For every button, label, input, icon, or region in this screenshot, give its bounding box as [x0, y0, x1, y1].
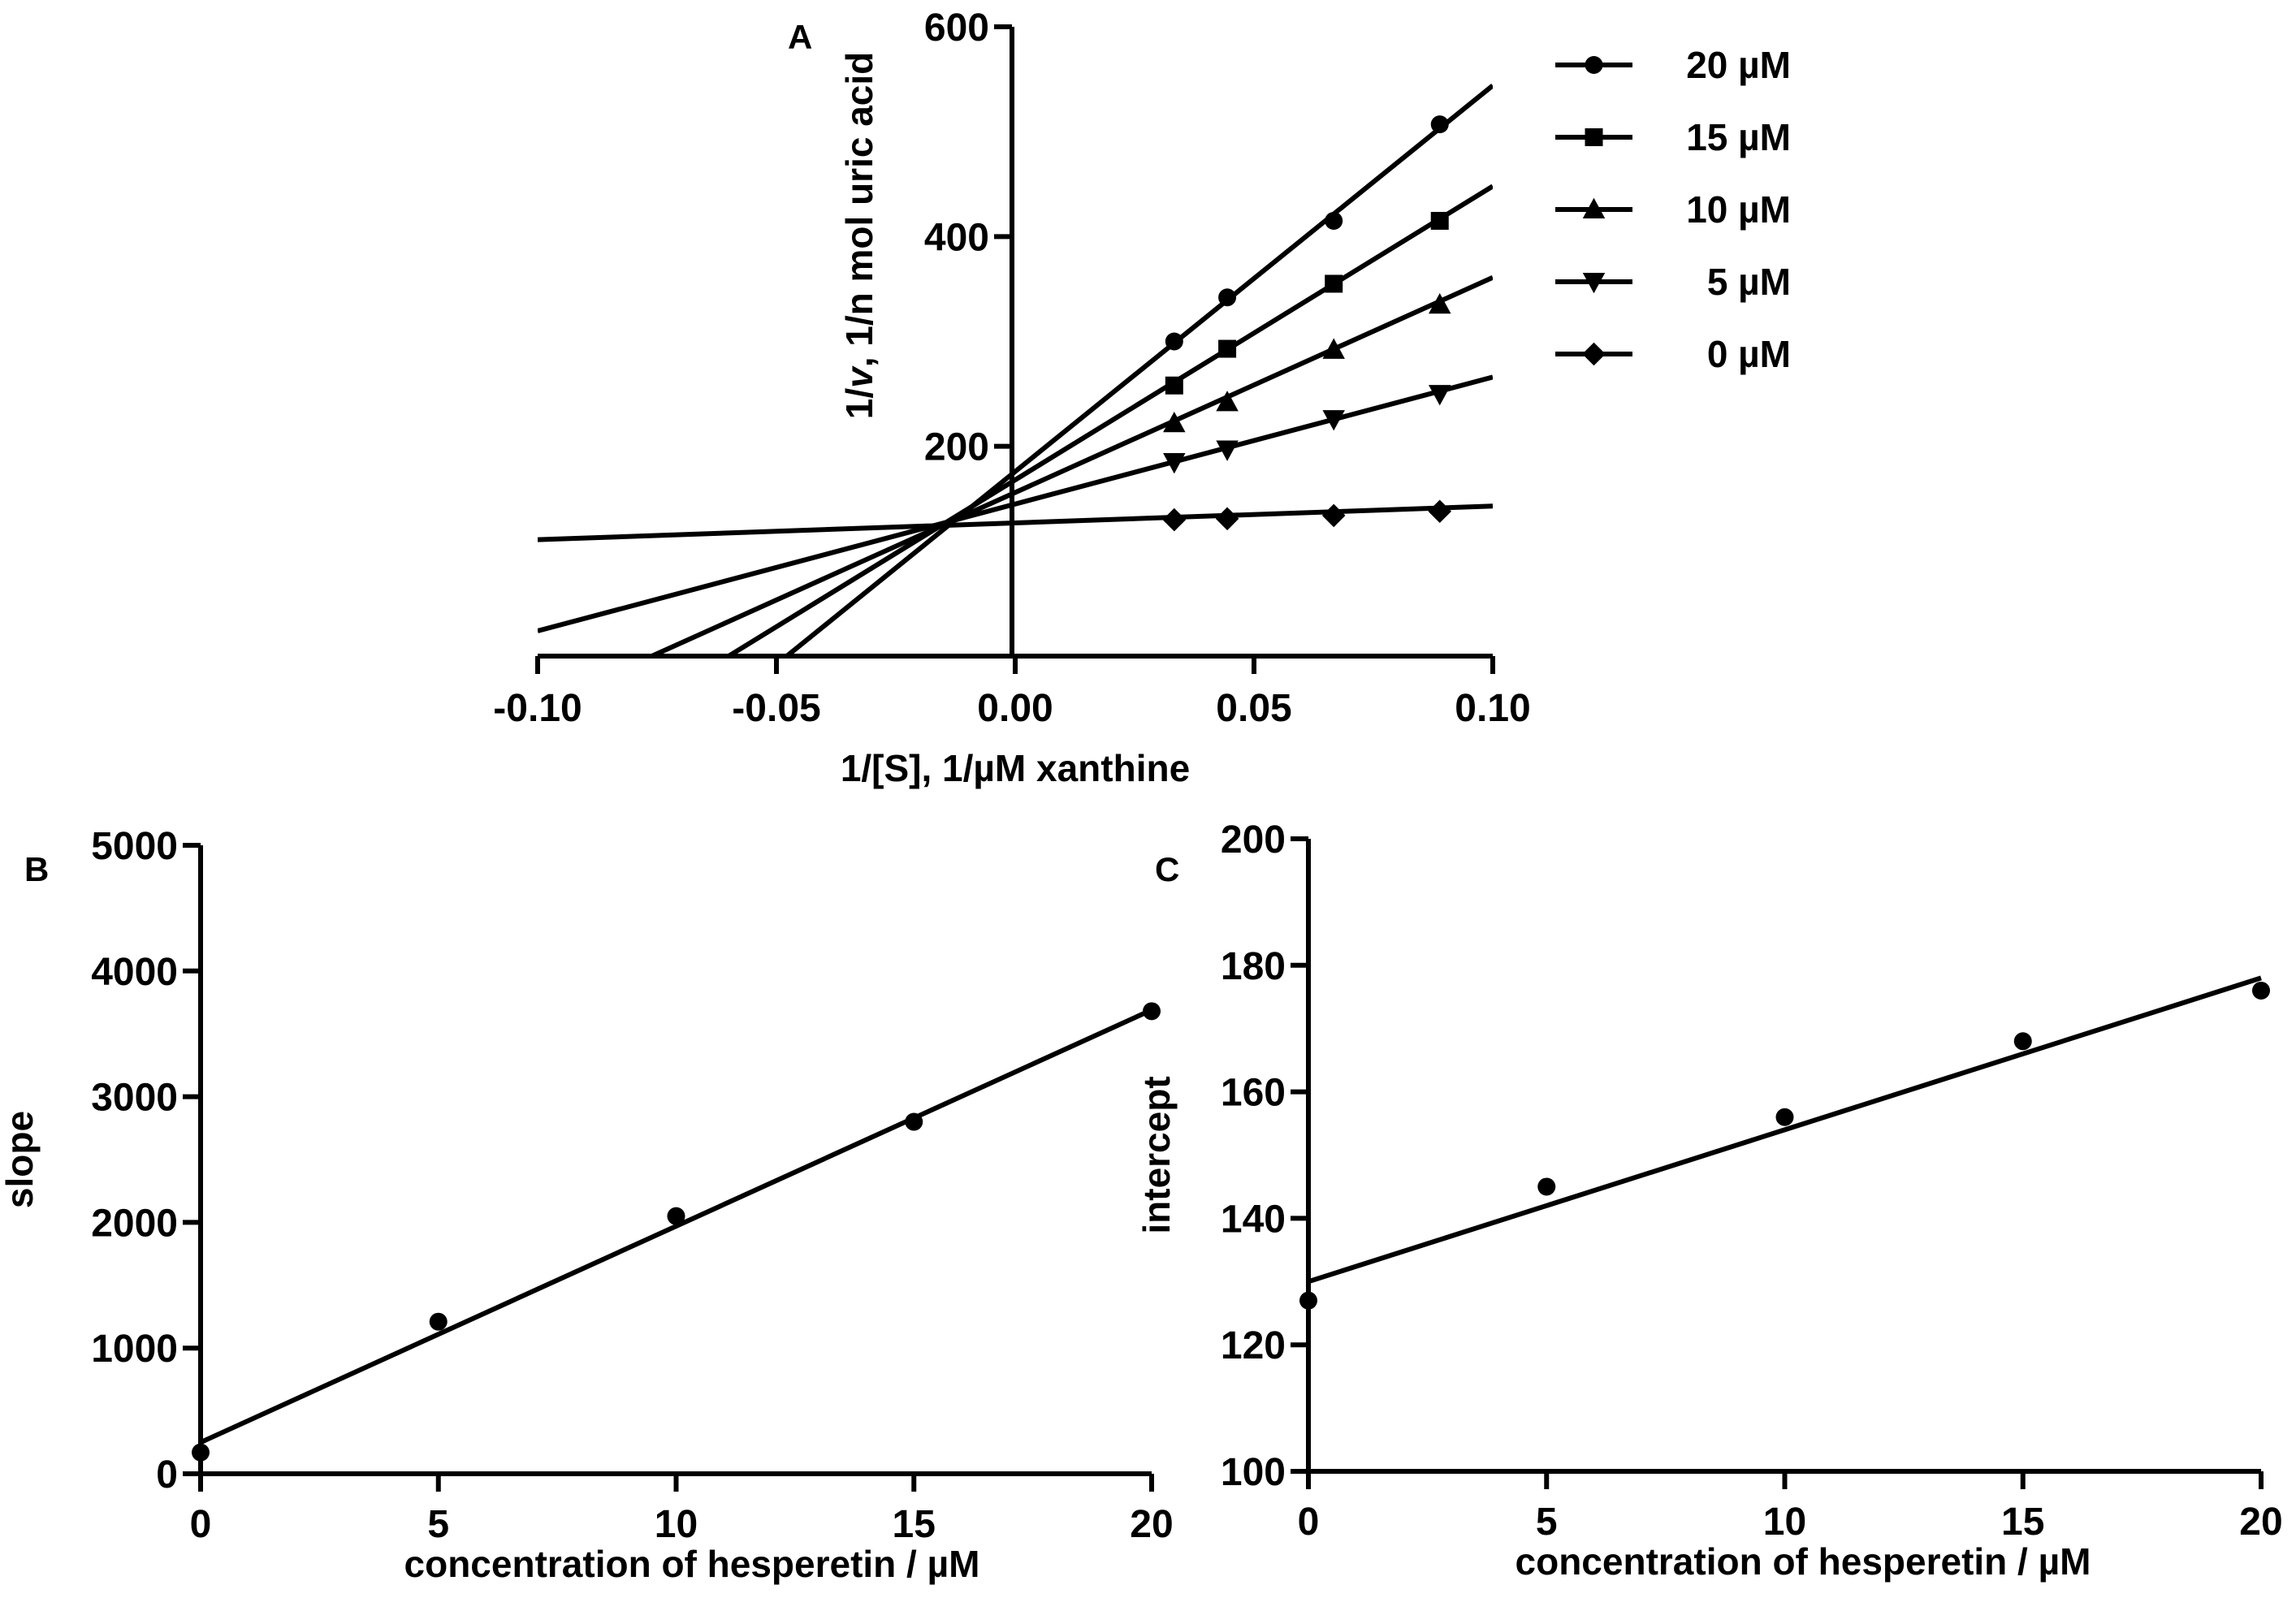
x-tick-label: 5 [1536, 1501, 1558, 1544]
x-tick-label: 20 [2239, 1501, 2282, 1544]
y-tick-label: 140 [1221, 1198, 1286, 1241]
data-point [1428, 385, 1451, 406]
y-axis-label: slope [0, 1111, 41, 1208]
y-tick-label: 160 [1221, 1072, 1286, 1115]
data-point [1215, 507, 1239, 531]
x-tick-label: 0 [1298, 1501, 1320, 1544]
y-axis-label-part: 1/ [838, 388, 880, 420]
panel-a: -0.10 -0.05 0.00 0.05 0.10 200 400 600 1/[S], 1/… [493, 6, 1791, 789]
y-tick-label: 5000 [91, 825, 178, 868]
data-point [1163, 411, 1186, 433]
y-tick-label: 100 [1221, 1451, 1286, 1494]
panel-b: 0 5 10 15 20 0 1000 2000 3000 4000 5000 concentrati… [0, 825, 1174, 1585]
data-point [1322, 338, 1345, 359]
legend-label: 15 µM [1686, 116, 1791, 158]
data-point [1428, 292, 1451, 314]
y-axis-label-part: , 1/n mol uric acid [838, 52, 880, 368]
panel-label-b: B [24, 850, 49, 888]
y-axis-label-part: v [838, 365, 880, 388]
data-point [905, 1112, 923, 1131]
data-point [1165, 376, 1183, 395]
y-axis-label: 1/v, 1/n mol uric acid [838, 52, 880, 420]
data-point [1299, 1291, 1317, 1310]
data-point [1430, 115, 1449, 134]
data-point [2013, 1032, 2032, 1051]
x-tick-label: 0.10 [1455, 687, 1530, 730]
fit-line [783, 84, 1493, 656]
legend-marker [1585, 56, 1603, 74]
data-point [192, 1443, 210, 1462]
legend-marker [1585, 128, 1603, 146]
data-point [1163, 453, 1186, 474]
data-point [1537, 1177, 1556, 1196]
fit-line [724, 184, 1493, 656]
x-tick-label: -0.10 [493, 687, 582, 730]
y-axis-label: intercept [1135, 1076, 1178, 1233]
x-tick-label: 10 [1763, 1501, 1806, 1544]
data-point [1321, 503, 1346, 528]
x-tick-label: 5 [427, 1503, 449, 1546]
y-tick-label: 0 [156, 1453, 178, 1497]
data-point [1143, 1002, 1161, 1021]
data-point [1428, 499, 1452, 524]
y-tick-label: 120 [1221, 1324, 1286, 1367]
y-tick-label: 1000 [91, 1328, 178, 1371]
fit-line [646, 274, 1493, 656]
legend-marker [1582, 197, 1606, 218]
x-tick-label: 0.05 [1216, 687, 1291, 730]
panel-label-a: A [788, 18, 812, 56]
data-point [1325, 211, 1343, 230]
data-point [1322, 410, 1345, 431]
y-tick-label: 4000 [91, 951, 178, 994]
y-tick-label: 200 [1221, 818, 1286, 862]
x-axis-label: concentration of hesperetin / µM [404, 1543, 980, 1585]
data-point [1325, 274, 1343, 293]
legend-label: 10 µM [1686, 188, 1791, 231]
y-tick-label: 3000 [91, 1077, 178, 1120]
x-tick-label: 10 [655, 1503, 698, 1546]
x-axis-label: concentration of hesperetin / µM [1516, 1540, 2091, 1583]
legend-marker [1582, 273, 1606, 294]
data-point [1216, 440, 1239, 461]
x-tick-label: 0.00 [977, 687, 1053, 730]
data-point [1165, 332, 1183, 351]
fit-line [538, 374, 1493, 633]
fit-line [199, 1008, 1153, 1445]
x-axis-label: 1/[S], 1/µM xanthine [841, 747, 1190, 789]
panel-c: 0 5 10 15 20 100 120 140 160 180 200 concentration … [1135, 818, 2283, 1583]
legend-marker [1582, 342, 1606, 366]
x-tick-label: 15 [2001, 1501, 2044, 1544]
x-tick-label: -0.05 [732, 687, 820, 730]
y-tick-label: 180 [1221, 945, 1286, 988]
y-tick-label: 200 [924, 426, 989, 469]
y-tick-label: 2000 [91, 1202, 178, 1245]
x-tick-label: 15 [893, 1503, 936, 1546]
fit-line [1308, 975, 2262, 1285]
x-tick-label: 20 [1130, 1503, 1173, 1546]
panel-label-c: C [1155, 850, 1179, 888]
data-point [429, 1312, 448, 1331]
data-point [1430, 211, 1449, 230]
x-tick-label: 0 [190, 1503, 212, 1546]
fit-line [538, 503, 1493, 542]
y-tick-label: 400 [924, 216, 989, 259]
data-point [1218, 339, 1237, 358]
data-point [667, 1207, 685, 1225]
legend-label: 0 µM [1707, 333, 1791, 375]
legend-label: 20 µM [1686, 44, 1791, 86]
data-point [1775, 1108, 1794, 1126]
legend-label: 5 µM [1707, 261, 1791, 303]
y-tick-label: 600 [924, 6, 989, 50]
data-point [1216, 391, 1239, 412]
data-point [2252, 981, 2270, 1000]
data-point [1162, 507, 1187, 532]
data-point [1218, 288, 1237, 307]
